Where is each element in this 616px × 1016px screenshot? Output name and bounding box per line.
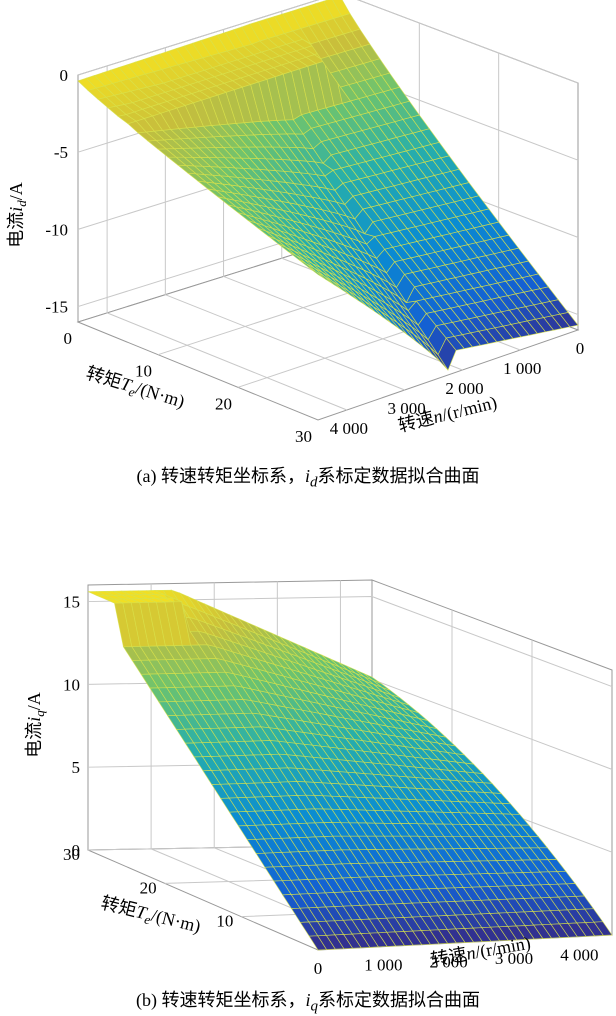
speed-tick-label: 1 000 xyxy=(364,956,402,975)
torque-tick-label: 30 xyxy=(295,427,312,446)
z-tick-label: -10 xyxy=(45,220,68,239)
speed-tick-label: 0 xyxy=(576,339,585,358)
z-tick-label: 0 xyxy=(60,66,69,85)
z-axis-label: 电流id/A xyxy=(6,182,29,248)
svg-text:电流id/A: 电流id/A xyxy=(6,182,29,248)
speed-tick-label: 0 xyxy=(314,959,323,978)
torque-axis-label: 转矩Te/(N·m) xyxy=(98,892,203,939)
surface-patch xyxy=(332,0,351,17)
speed-tick-label: 4 000 xyxy=(560,946,598,965)
speed-tick-label: 4 000 xyxy=(330,419,368,438)
svg-text:转矩Te/(N·m): 转矩Te/(N·m) xyxy=(98,892,202,939)
caption-b: (b) 转速转矩坐标系，iq系标定数据拟合曲面 xyxy=(135,990,480,1015)
speed-tick-label: 3 000 xyxy=(388,399,426,418)
z-tick-label: -15 xyxy=(45,298,68,317)
caption-a: (a) 转速转矩坐标系，id系标定数据拟合曲面 xyxy=(136,466,480,491)
z-tick-label: -5 xyxy=(54,143,68,162)
torque-tick-label: 30 xyxy=(63,845,80,864)
speed-tick-label: 1 000 xyxy=(503,359,541,378)
z-axis-label: 电流iq/A xyxy=(24,692,47,758)
fitted-surface xyxy=(87,589,613,951)
fitted-surface xyxy=(77,0,579,371)
axis-ticks: 0 -5 -10 -15 0 1 000 2 000 3 000 4 000 0 10 20 30 xyxy=(45,66,584,446)
speed-tick-label: 2 000 xyxy=(430,952,468,971)
torque-tick-label: 10 xyxy=(135,362,152,381)
torque-tick-label: 10 xyxy=(216,912,233,931)
chart-panel-a: 0 -5 -10 -15 0 1 000 2 000 3 000 4 000 0 10 20 30 电流… xyxy=(0,0,616,500)
iq-surface-chart: 15 10 5 0 0 1 000 2 000 3 000 4 000 30 20 10 电流iq/A… xyxy=(24,579,613,978)
torque-tick-label: 20 xyxy=(215,394,232,413)
speed-tick-label: 3 000 xyxy=(495,949,533,968)
z-tick-label: 15 xyxy=(63,593,80,612)
id-surface-chart: 0 -5 -10 -15 0 1 000 2 000 3 000 4 000 0 10 20 30 电流… xyxy=(6,0,584,446)
axis-ticks: 15 10 5 0 0 1 000 2 000 3 000 4 000 30 20 10 xyxy=(63,593,598,978)
surface-patch xyxy=(593,921,613,936)
z-tick-label: 10 xyxy=(63,675,80,694)
z-tick-label: 0 xyxy=(72,841,81,860)
svg-text:电流iq/A: 电流iq/A xyxy=(24,692,47,758)
z-tick-label: 5 xyxy=(72,758,81,777)
torque-tick-label: 20 xyxy=(140,878,157,897)
torque-tick-label: 0 xyxy=(64,329,73,348)
speed-tick-label: 2 000 xyxy=(445,379,483,398)
chart-panel-b: 15 10 5 0 0 1 000 2 000 3 000 4 000 30 20 10 电流iq/A… xyxy=(0,505,616,1015)
